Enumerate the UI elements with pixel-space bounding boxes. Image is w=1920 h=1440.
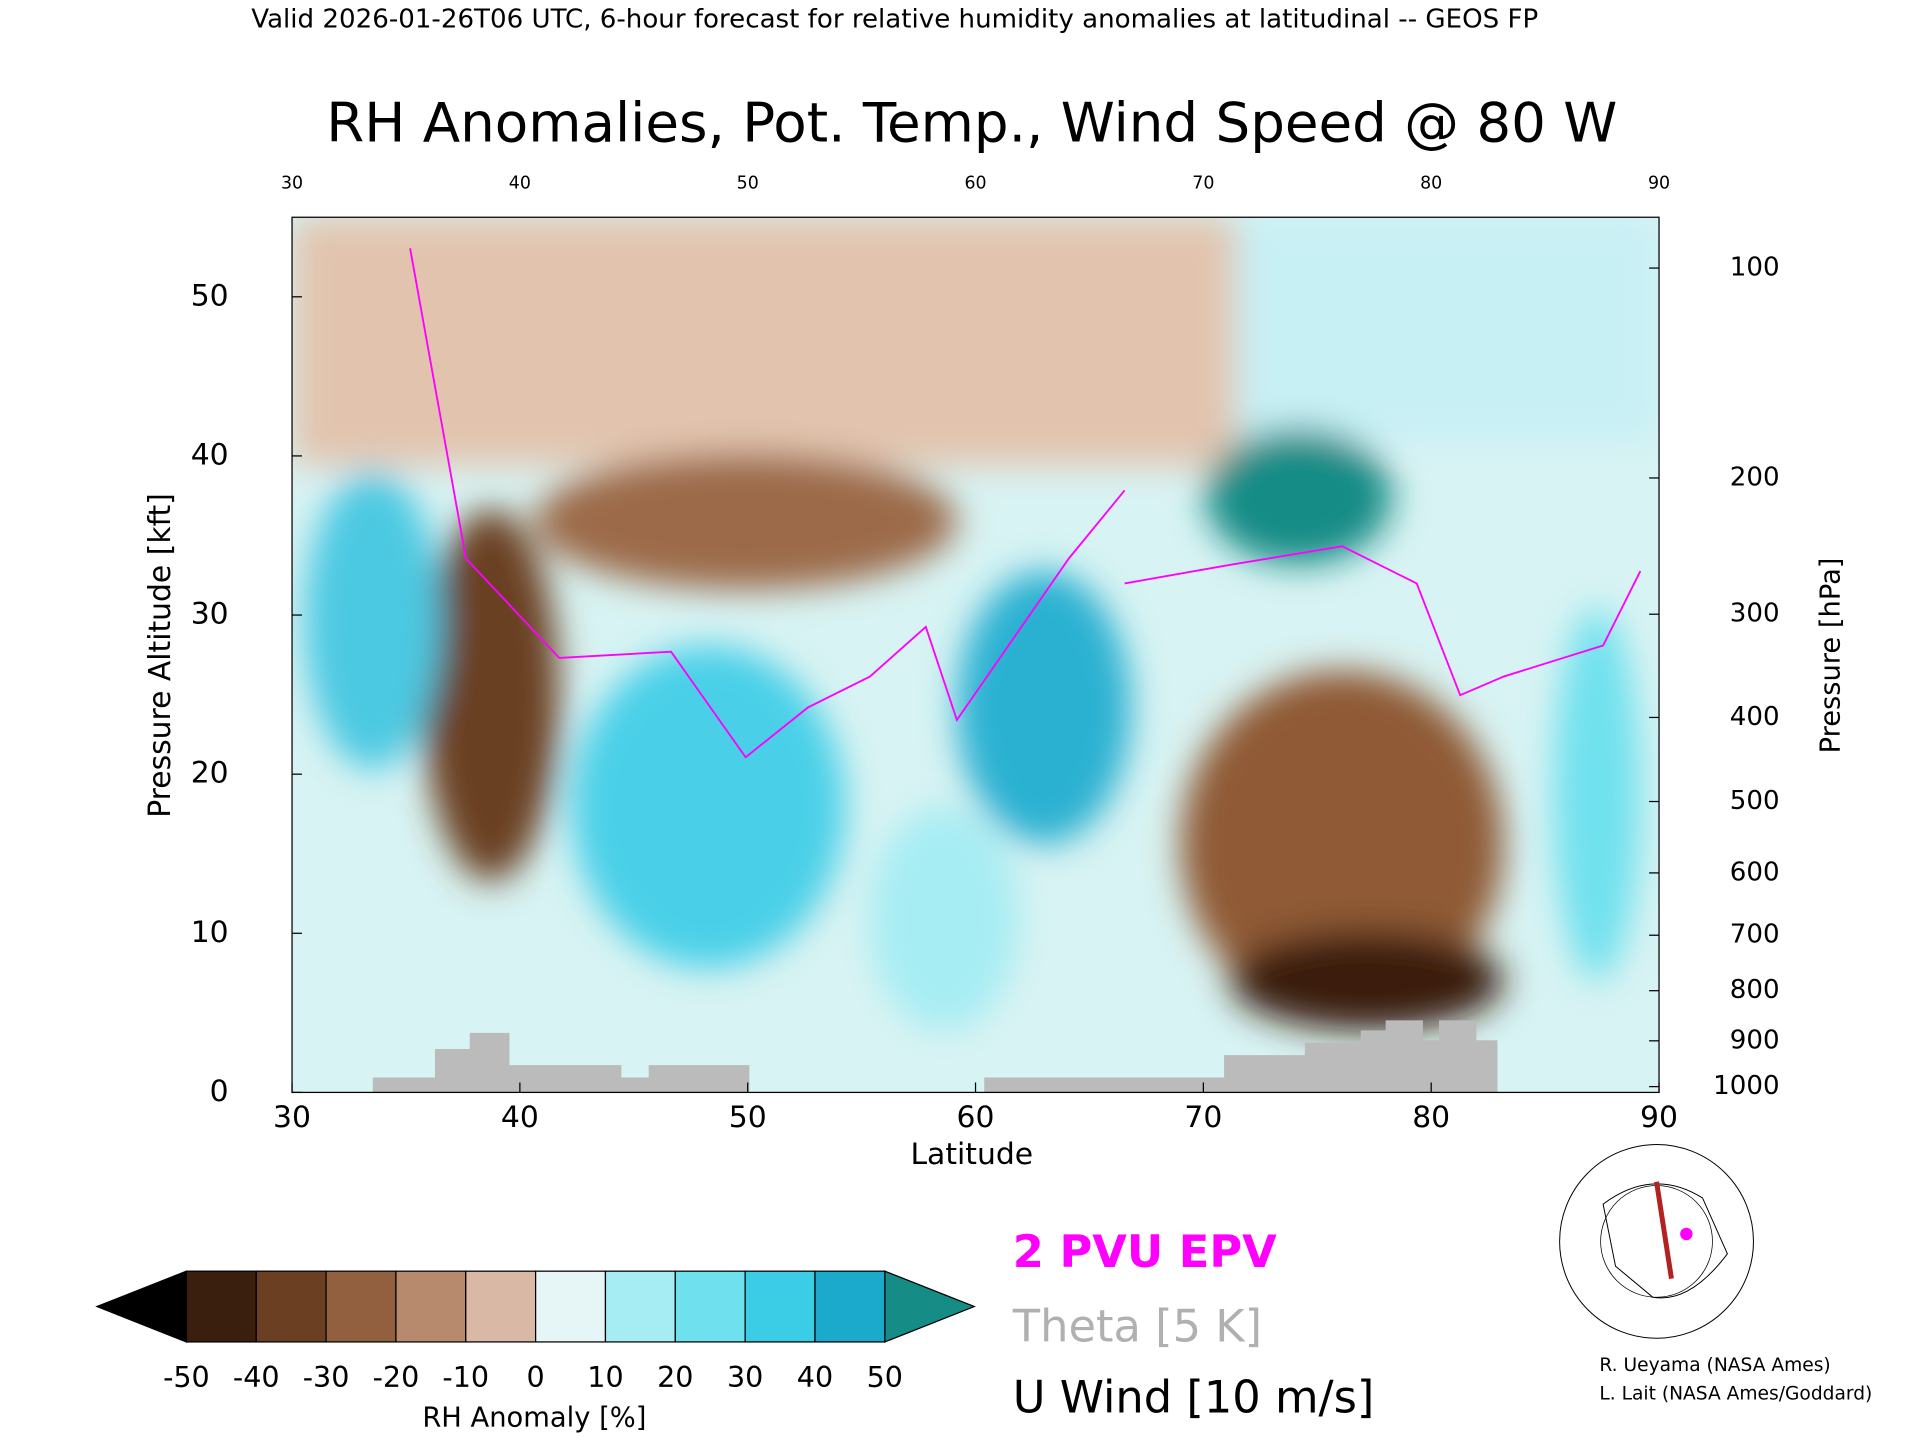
x-tick-label: 60 bbox=[957, 1100, 995, 1135]
x-top-tick-label: 50 bbox=[737, 174, 759, 194]
header: Valid 2026-01-26T06 UTC, 6-hour forecast… bbox=[251, 4, 1538, 34]
colorbar-tick-label: -30 bbox=[303, 1360, 350, 1394]
legend: 2 PVU EPV Theta [5 K] U Wind [10 m/s] bbox=[1012, 1225, 1375, 1423]
rh-field bbox=[292, 217, 1660, 1093]
x-top-tick-label: 70 bbox=[1192, 174, 1214, 194]
y2-tick-label: 1000 bbox=[1713, 1071, 1779, 1101]
x-top-tick-label: 80 bbox=[1420, 174, 1442, 194]
y2-tick-label: 500 bbox=[1730, 786, 1780, 816]
colorbar-segment bbox=[534, 1270, 607, 1343]
y2-tick-label: 100 bbox=[1730, 253, 1780, 283]
y-tick-label: 0 bbox=[210, 1074, 229, 1109]
colorbar-label: RH Anomaly [%] bbox=[422, 1402, 646, 1433]
x-axis-label: Latitude bbox=[910, 1137, 1033, 1172]
x-tick-label: 30 bbox=[273, 1100, 311, 1135]
colorbar-segment bbox=[255, 1270, 327, 1343]
chart-title: RH Anomalies, Pot. Temp., Wind Speed @ 8… bbox=[326, 91, 1617, 155]
y-tick-label: 40 bbox=[191, 437, 229, 472]
colorbar-segment bbox=[185, 1270, 257, 1343]
y-tick-label: 50 bbox=[191, 278, 229, 313]
y-axis-label: Pressure Altitude [kft] bbox=[143, 493, 178, 818]
colorbar-segment bbox=[395, 1270, 467, 1343]
x-tick-label: 50 bbox=[729, 1100, 767, 1135]
x-tick-label: 70 bbox=[1184, 1100, 1222, 1135]
colorbar-tick-label: -50 bbox=[163, 1360, 210, 1394]
colorbar-tick-label: 50 bbox=[867, 1360, 903, 1394]
y2-tick-label: 200 bbox=[1730, 462, 1780, 492]
y-tick-label: 10 bbox=[191, 915, 229, 950]
y2-tick-label: 300 bbox=[1730, 599, 1780, 629]
colorbar-tick-label: 0 bbox=[527, 1360, 545, 1394]
colorbar-tick-label: -10 bbox=[442, 1360, 489, 1394]
x-tick-label: 80 bbox=[1412, 1100, 1450, 1135]
colorbar-tick-label: 40 bbox=[797, 1360, 833, 1394]
y2-axis-label: Pressure [hPa] bbox=[1815, 558, 1846, 754]
y-tick-label: 30 bbox=[191, 597, 229, 632]
credit: L. Lait (NASA Ames/Goddard) bbox=[1599, 1384, 1872, 1405]
colorbar-over bbox=[884, 1270, 976, 1343]
x-top-tick-label: 90 bbox=[1648, 174, 1670, 194]
colorbar-tick-label: 20 bbox=[657, 1360, 693, 1394]
colorbar-segment bbox=[814, 1270, 886, 1343]
colorbar-tick-label: -20 bbox=[373, 1360, 420, 1394]
colorbar-under bbox=[95, 1270, 188, 1343]
legend-entry: Theta [5 K] bbox=[1012, 1300, 1262, 1353]
colorbar-segment bbox=[604, 1270, 676, 1343]
y2-tick-label: 700 bbox=[1730, 920, 1780, 950]
colorbar-tick-label: 10 bbox=[587, 1360, 623, 1394]
y2-tick-label: 400 bbox=[1730, 702, 1780, 732]
x-tick-label: 40 bbox=[501, 1100, 539, 1135]
colorbar-tick-label: -40 bbox=[233, 1360, 280, 1394]
colorbar-segment bbox=[465, 1270, 537, 1343]
colorbar-tick-label: 30 bbox=[727, 1360, 763, 1394]
y-tick-label: 20 bbox=[191, 756, 229, 791]
legend-entry: U Wind [10 m/s] bbox=[1013, 1370, 1375, 1423]
inset-map bbox=[1557, 1144, 1756, 1339]
colorbar-segment bbox=[325, 1270, 397, 1343]
colorbar-segment bbox=[674, 1270, 746, 1343]
credit: R. Ueyama (NASA Ames) bbox=[1599, 1355, 1830, 1376]
x-tick-label: 90 bbox=[1640, 1100, 1678, 1135]
legend-entry: 2 PVU EPV bbox=[1013, 1225, 1277, 1278]
x-top-tick-label: 40 bbox=[509, 174, 531, 194]
x-top-tick-label: 30 bbox=[281, 174, 303, 194]
y2-tick-label: 600 bbox=[1730, 857, 1780, 887]
y2-tick-label: 800 bbox=[1730, 975, 1780, 1005]
colorbar-segment bbox=[744, 1270, 816, 1343]
x-top-tick-label: 60 bbox=[964, 174, 986, 194]
y2-tick-label: 900 bbox=[1730, 1025, 1780, 1055]
